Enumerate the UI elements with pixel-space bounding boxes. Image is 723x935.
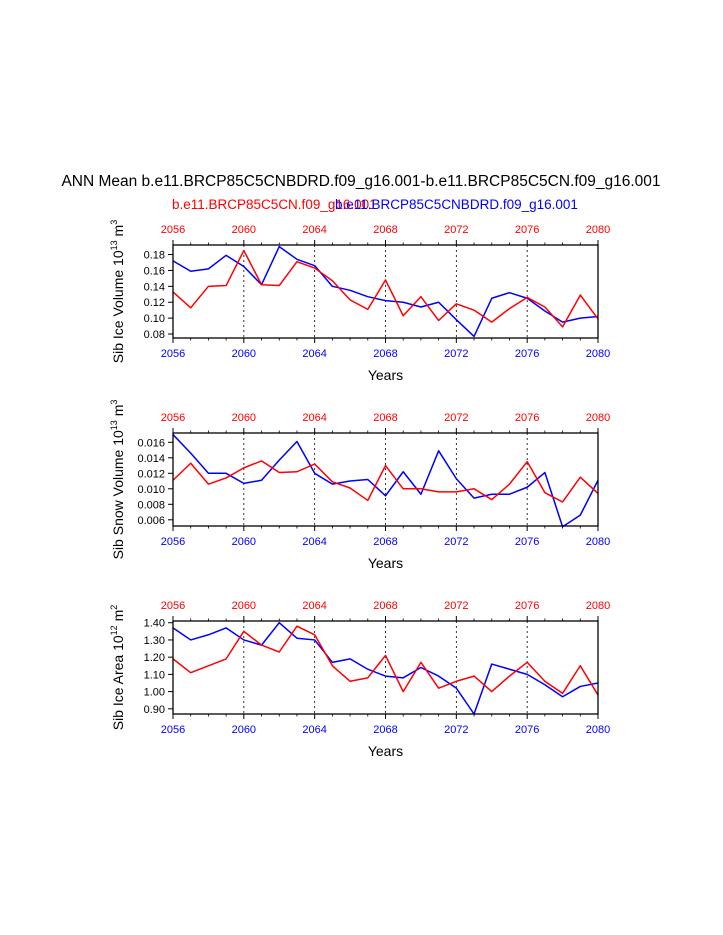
chart-panel-snow-volume: 2056 2056 2060 2060 2064 2064 2068 2068 2072 2072…: [109, 400, 610, 571]
x-tick-label-top: 2060: [232, 600, 256, 612]
x-tick-label-bottom: 2060: [232, 724, 256, 736]
y-tick-label: 1.30: [144, 635, 165, 647]
x-tick-label-bottom: 2056: [161, 536, 185, 548]
x-axis-title: Years: [368, 555, 403, 571]
x-tick-label-top: 2060: [232, 412, 256, 424]
x-tick-label-bottom: 2068: [373, 348, 397, 360]
series-line-blue: [172, 434, 599, 528]
y-tick-label: 0.18: [144, 250, 165, 262]
figure-title: ANN Mean b.e11.BRCP85C5CNBDRD.f09_g16.00…: [61, 173, 660, 190]
chart-panels: 2056 2056 2060 2060 2064 2064 2068 2068 2072 2072…: [109, 220, 610, 759]
chart-panel-ice-area: 2056 2056 2060 2060 2064 2064 2068 2068 2072 2072…: [109, 600, 610, 759]
y-tick-label: 0.008: [137, 499, 165, 511]
x-tick-label-top: 2076: [515, 412, 539, 424]
y-axis-title: Sib Snow Volume 1013 m3: [109, 400, 126, 560]
y-tick-label: 0.90: [144, 704, 165, 716]
x-tick-label-top: 2068: [373, 412, 397, 424]
x-tick-label-bottom: 2056: [161, 724, 185, 736]
y-tick-label: 0.08: [144, 329, 165, 341]
x-tick-label-top: 2056: [161, 412, 185, 424]
x-tick-label-top: 2080: [586, 600, 610, 612]
legend-red-series-label: b.e11.BRCP85C5CN.f09_g16.001: [172, 197, 377, 212]
x-tick-label-top: 2076: [515, 600, 539, 612]
x-tick-label-bottom: 2064: [302, 348, 326, 360]
x-tick-label-top: 2064: [302, 224, 326, 236]
x-tick-label-bottom: 2080: [586, 348, 610, 360]
y-tick-label: 0.016: [137, 437, 165, 449]
x-tick-label-bottom: 2072: [444, 536, 468, 548]
y-tick-label: 1.20: [144, 652, 165, 664]
x-tick-label-top: 2056: [161, 600, 185, 612]
x-tick-label-bottom: 2064: [302, 724, 326, 736]
y-tick-label: 0.014: [137, 453, 165, 465]
series-line-blue: [172, 621, 599, 715]
x-axis-title: Years: [368, 743, 403, 759]
x-tick-label-bottom: 2080: [586, 536, 610, 548]
x-tick-label-bottom: 2072: [444, 348, 468, 360]
x-tick-label-bottom: 2076: [515, 348, 539, 360]
y-tick-label: 0.010: [137, 484, 165, 496]
x-tick-label-top: 2056: [161, 224, 185, 236]
x-tick-label-bottom: 2056: [161, 348, 185, 360]
x-tick-label-bottom: 2060: [232, 348, 256, 360]
x-tick-label-bottom: 2060: [232, 536, 256, 548]
series-line-red: [172, 460, 599, 503]
x-tick-label-top: 2072: [444, 600, 468, 612]
x-tick-label-top: 2072: [444, 224, 468, 236]
y-axis-title: Sib Ice Area 1012 m2: [109, 605, 126, 731]
x-tick-label-bottom: 2068: [373, 724, 397, 736]
chart-panel-ice-volume: 2056 2056 2060 2060 2064 2064 2068 2068 2072 2072…: [109, 220, 610, 383]
legend-blue-series-label: b.e11.BRCP85C5CNBDRD.f09_g16.001: [335, 197, 578, 212]
series-line-red: [172, 249, 599, 328]
x-tick-label-top: 2072: [444, 412, 468, 424]
x-tick-label-top: 2064: [302, 412, 326, 424]
x-tick-label-top: 2068: [373, 224, 397, 236]
x-tick-label-bottom: 2076: [515, 536, 539, 548]
x-axis-title: Years: [368, 367, 403, 383]
y-tick-label: 1.10: [144, 669, 165, 681]
y-tick-label: 0.012: [137, 468, 165, 480]
y-tick-label: 1.40: [144, 618, 165, 630]
x-tick-label-bottom: 2080: [586, 724, 610, 736]
x-tick-label-top: 2060: [232, 224, 256, 236]
x-tick-label-top: 2064: [302, 600, 326, 612]
x-tick-label-top: 2076: [515, 224, 539, 236]
x-tick-label-bottom: 2064: [302, 536, 326, 548]
x-tick-label-top: 2068: [373, 600, 397, 612]
y-tick-label: 0.12: [144, 297, 165, 309]
y-tick-label: 0.16: [144, 265, 165, 277]
y-tick-label: 0.10: [144, 313, 165, 325]
x-tick-label-top: 2080: [586, 224, 610, 236]
x-tick-label-bottom: 2072: [444, 724, 468, 736]
series-line-red: [172, 625, 599, 696]
x-tick-label-bottom: 2076: [515, 724, 539, 736]
x-tick-label-top: 2080: [586, 412, 610, 424]
y-axis-title: Sib Ice Volume 1013 m3: [109, 220, 126, 363]
y-tick-label: 0.006: [137, 515, 165, 527]
y-tick-label: 1.00: [144, 687, 165, 699]
x-tick-label-bottom: 2068: [373, 536, 397, 548]
y-tick-label: 0.14: [144, 281, 165, 293]
